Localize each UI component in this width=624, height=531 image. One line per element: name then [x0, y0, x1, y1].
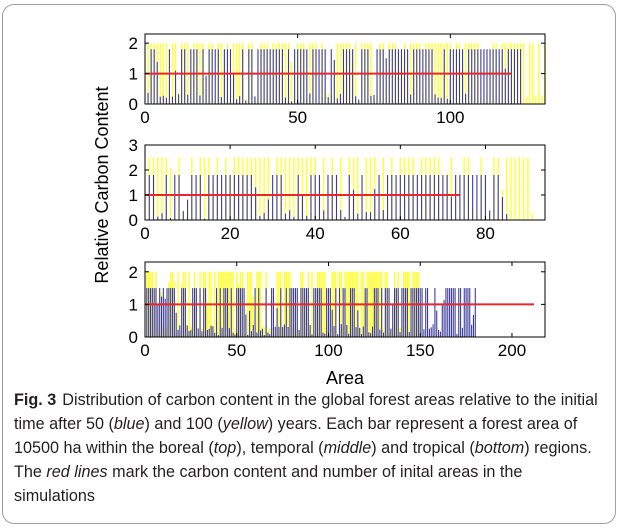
x-tick-label: 0	[140, 108, 149, 127]
caption-part: yellow	[222, 415, 268, 433]
caption-part: bottom	[474, 439, 525, 457]
caption-part: middle	[323, 439, 372, 457]
x-tick-label: 0	[140, 341, 149, 360]
caption-part: red lines	[46, 463, 108, 481]
y-tick-label: 0	[129, 328, 138, 347]
figure-label: Fig. 3	[14, 391, 57, 409]
figure-container	[2, 4, 616, 524]
axes-frame	[144, 144, 546, 221]
y-tick-label: 2	[129, 263, 138, 282]
caption-body: Distribution of carbon content in the gl…	[14, 391, 598, 505]
x-tick-label: 100	[436, 108, 464, 127]
x-tick-label: 0	[140, 224, 149, 243]
x-tick-label: 150	[406, 341, 434, 360]
y-tick-label: 0	[129, 95, 138, 114]
axes-frame	[144, 261, 546, 338]
x-tick-label: 20	[221, 224, 240, 243]
caption-part: ) and tropical (	[371, 439, 475, 457]
x-tick-label: 200	[498, 341, 526, 360]
x-tick-label: 100	[314, 341, 342, 360]
y-tick-label: 3	[129, 136, 138, 155]
x-axis-label: Area	[326, 368, 365, 388]
y-tick-label: 1	[129, 186, 138, 205]
caption-part: Distribution of carbon content in the gl…	[14, 391, 598, 433]
caption-part: blue	[113, 415, 145, 433]
x-tick-label: 80	[476, 224, 495, 243]
x-tick-label: 50	[288, 108, 307, 127]
y-tick-label: 2	[129, 34, 138, 53]
figure-caption: Fig. 3 Distribution of carbon content in …	[14, 388, 606, 508]
y-tick-label: 2	[129, 161, 138, 180]
y-tick-label: 1	[129, 65, 138, 84]
x-tick-label: 50	[227, 341, 246, 360]
caption-part: ) years. Each bar represent a forest are…	[14, 415, 578, 457]
caption-part: mark the carbon content and number of in…	[14, 463, 523, 505]
y-tick-label: 1	[129, 295, 138, 314]
axes-frame	[144, 33, 546, 105]
caption-part: ) regions. The	[14, 439, 592, 481]
caption-part: top	[213, 439, 237, 457]
caption-part: ) and 100 (	[144, 415, 223, 433]
x-tick-label: 60	[391, 224, 410, 243]
caption-part: ), temporal (	[236, 439, 324, 457]
y-tick-label: 0	[129, 211, 138, 230]
y-axis-label: Relative Carbon Content	[92, 86, 112, 283]
x-tick-label: 40	[306, 224, 325, 243]
